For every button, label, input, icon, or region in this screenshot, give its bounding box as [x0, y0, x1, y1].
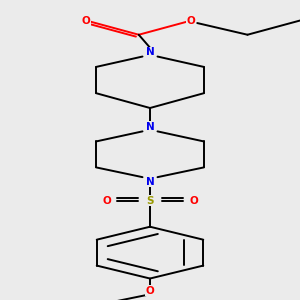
Text: N: N	[146, 122, 154, 132]
Text: O: O	[146, 286, 154, 296]
Text: O: O	[102, 196, 111, 206]
Text: O: O	[82, 16, 91, 26]
Text: N: N	[146, 47, 154, 57]
Text: S: S	[146, 196, 154, 206]
Text: O: O	[187, 16, 196, 26]
Text: O: O	[189, 196, 198, 206]
Text: N: N	[146, 177, 154, 187]
